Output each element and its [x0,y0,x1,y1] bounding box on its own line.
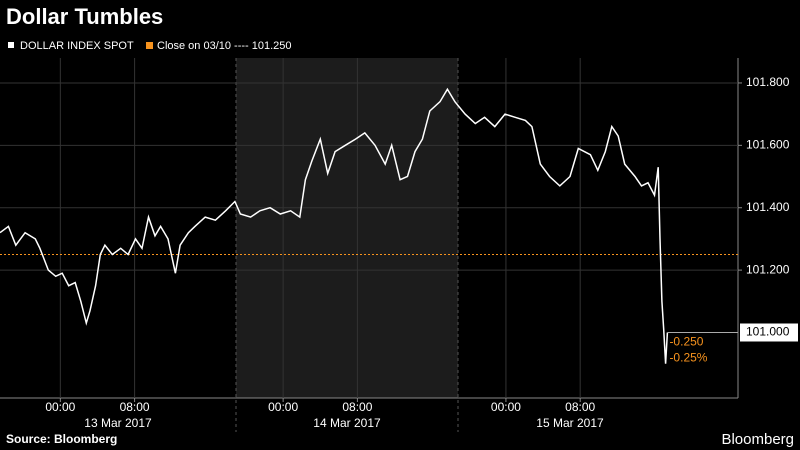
price-line [0,87,669,364]
x-tick-label: 00:00 [268,400,298,414]
legend-label: Close on 03/10 ---- 101.250 [157,40,292,52]
legend-swatch [8,42,14,48]
x-tick-label: 00:00 [491,400,521,414]
y-tick-label: 101.400 [746,200,790,214]
y-tick-label: 101.800 [746,75,790,89]
x-tick-label: 08:00 [120,400,150,414]
legend-label: DOLLAR INDEX SPOT [20,40,134,52]
day-label: 13 Mar 2017 [84,416,152,430]
last-value-label: 101.000 [746,325,790,339]
brand: Bloomberg [721,431,794,448]
day-label: 15 Mar 2017 [536,416,604,430]
legend-swatch [146,42,153,49]
source: Source: Bloomberg [6,432,117,446]
chart-title: Dollar Tumbles [6,4,163,29]
x-tick-label: 00:00 [45,400,75,414]
change-label: -0.250 [669,335,703,349]
last-value-box [740,323,798,342]
day-label: 14 Mar 2017 [313,416,381,430]
day-shade [236,58,458,398]
change-label: -0.25% [669,351,707,365]
y-tick-label: 101.600 [746,138,790,152]
x-tick-label: 08:00 [565,400,595,414]
x-tick-label: 08:00 [342,400,372,414]
y-tick-label: 101.200 [746,262,790,276]
